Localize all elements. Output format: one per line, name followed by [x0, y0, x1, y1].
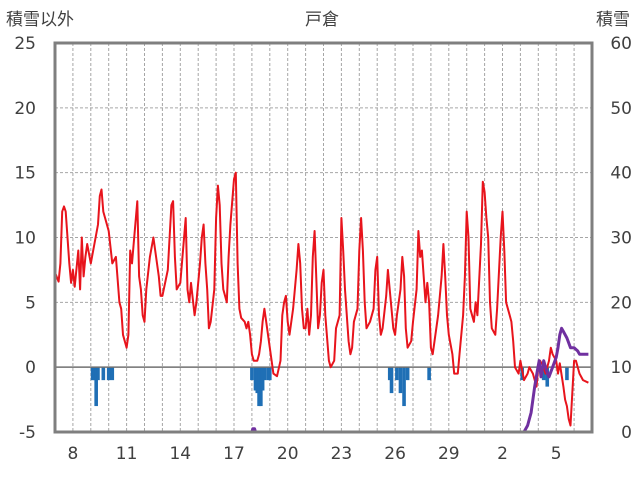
x-tick-label: 26	[384, 444, 406, 464]
left-axis: 25 20 15 10 5 0 -5	[14, 34, 36, 443]
precipitation-bar	[110, 367, 115, 381]
precipitation-bar	[262, 367, 267, 381]
temperature-line	[54, 171, 589, 427]
precipitation-bar	[96, 367, 100, 381]
precipitation-bar	[541, 367, 546, 381]
x-tick-label: 2	[497, 444, 508, 464]
x-tick-label: 23	[331, 444, 353, 464]
precipitation-bars	[90, 367, 569, 407]
chart-title: 戸倉	[305, 10, 339, 30]
right-tick-label: 10	[610, 358, 632, 378]
right-tick-label: 20	[610, 293, 632, 313]
left-tick-label: 25	[14, 34, 36, 54]
right-tick-label: 40	[610, 164, 632, 184]
precipitation-bar	[545, 367, 550, 387]
x-tick-label: 20	[277, 444, 299, 464]
plot-frame	[53, 41, 594, 434]
precipitation-bar	[402, 367, 406, 407]
precipitation-bar	[250, 367, 254, 381]
precipitation-bar	[101, 367, 106, 381]
grid	[55, 43, 592, 432]
precipitation-bar	[268, 367, 272, 381]
left-tick-label: 20	[14, 99, 36, 119]
right-axis: 60 50 40 30 20 10 0	[610, 34, 632, 443]
right-tick-label: 50	[610, 99, 632, 119]
precipitation-bar	[106, 367, 111, 381]
left-tick-label: 0	[25, 358, 36, 378]
right-tick-label: 60	[610, 34, 632, 54]
x-tick-label: 8	[67, 444, 78, 464]
precipitation-bar	[389, 367, 394, 394]
precipitation-bar	[565, 367, 569, 381]
precipitation-bar	[427, 367, 431, 381]
left-tick-label: 15	[14, 164, 36, 184]
right-tick-label: 30	[610, 229, 632, 249]
x-tick-label: 14	[169, 444, 191, 464]
x-tick-label: 5	[551, 444, 562, 464]
left-tick-label: -5	[19, 423, 36, 443]
left-tick-label: 10	[14, 229, 36, 249]
precipitation-bar	[405, 367, 410, 381]
x-tick-label: 29	[438, 444, 460, 464]
left-tick-label: 5	[25, 293, 36, 313]
left-axis-title: 積雪以外	[6, 10, 74, 30]
right-axis-title: 積雪	[596, 10, 630, 30]
precipitation-bar	[395, 367, 399, 381]
precipitation-bar	[398, 367, 403, 394]
precipitation-bar	[94, 367, 98, 407]
x-tick-label: 11	[116, 444, 138, 464]
right-tick-label: 0	[621, 423, 632, 443]
snow_depth-line	[55, 326, 589, 434]
x-tick-label: 17	[223, 444, 245, 464]
x-axis: 8 11 14 17 20 23 26 29 2 5	[67, 444, 561, 464]
